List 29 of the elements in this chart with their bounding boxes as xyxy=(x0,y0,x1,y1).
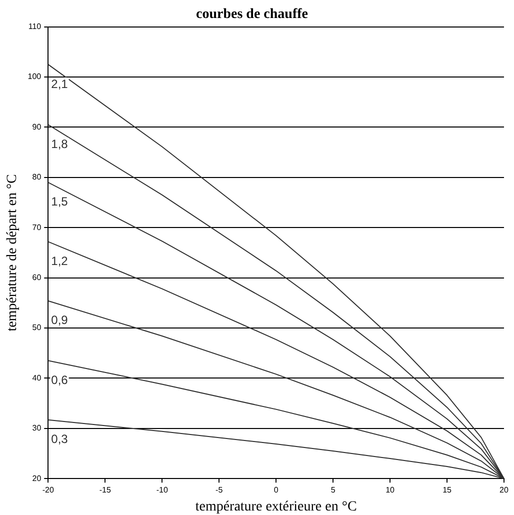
y-tick-label: 50 xyxy=(32,323,42,332)
x-tick-label: 0 xyxy=(274,486,279,495)
series-label: 0,6 xyxy=(51,372,68,387)
y-tick-label: 100 xyxy=(28,72,42,82)
x-axis-title: température extérieure en °C xyxy=(195,499,357,514)
series-label: 2,1 xyxy=(51,76,68,91)
y-tick-label: 70 xyxy=(32,222,42,232)
x-tick-label: -10 xyxy=(156,486,168,495)
y-tick-label: 110 xyxy=(28,22,42,32)
y-tick-label: 40 xyxy=(32,373,42,382)
y-tick-label: 30 xyxy=(32,424,42,433)
series-label: 0,9 xyxy=(51,313,68,328)
x-tick-label: -5 xyxy=(216,486,224,495)
series-label: 1,8 xyxy=(51,137,68,152)
x-tick-label: -15 xyxy=(99,486,112,495)
x-tick-label: 10 xyxy=(386,486,396,495)
x-tick-label: 20 xyxy=(500,486,509,495)
x-tick-label: -20 xyxy=(42,486,54,495)
y-tick-label: 20 xyxy=(32,474,42,483)
x-tick-label: 5 xyxy=(330,486,336,495)
chart-title: courbes de chauffe xyxy=(196,7,308,22)
series-label: 0,3 xyxy=(51,432,68,446)
series-label: 1,2 xyxy=(51,254,68,268)
x-tick-label: 15 xyxy=(442,486,452,495)
y-tick-label: 80 xyxy=(32,172,42,182)
y-axis-title: température de départ en °C xyxy=(5,174,20,332)
series-label: 1,5 xyxy=(51,194,68,209)
y-tick-label: 60 xyxy=(32,273,42,282)
y-tick-label: 90 xyxy=(32,122,42,132)
